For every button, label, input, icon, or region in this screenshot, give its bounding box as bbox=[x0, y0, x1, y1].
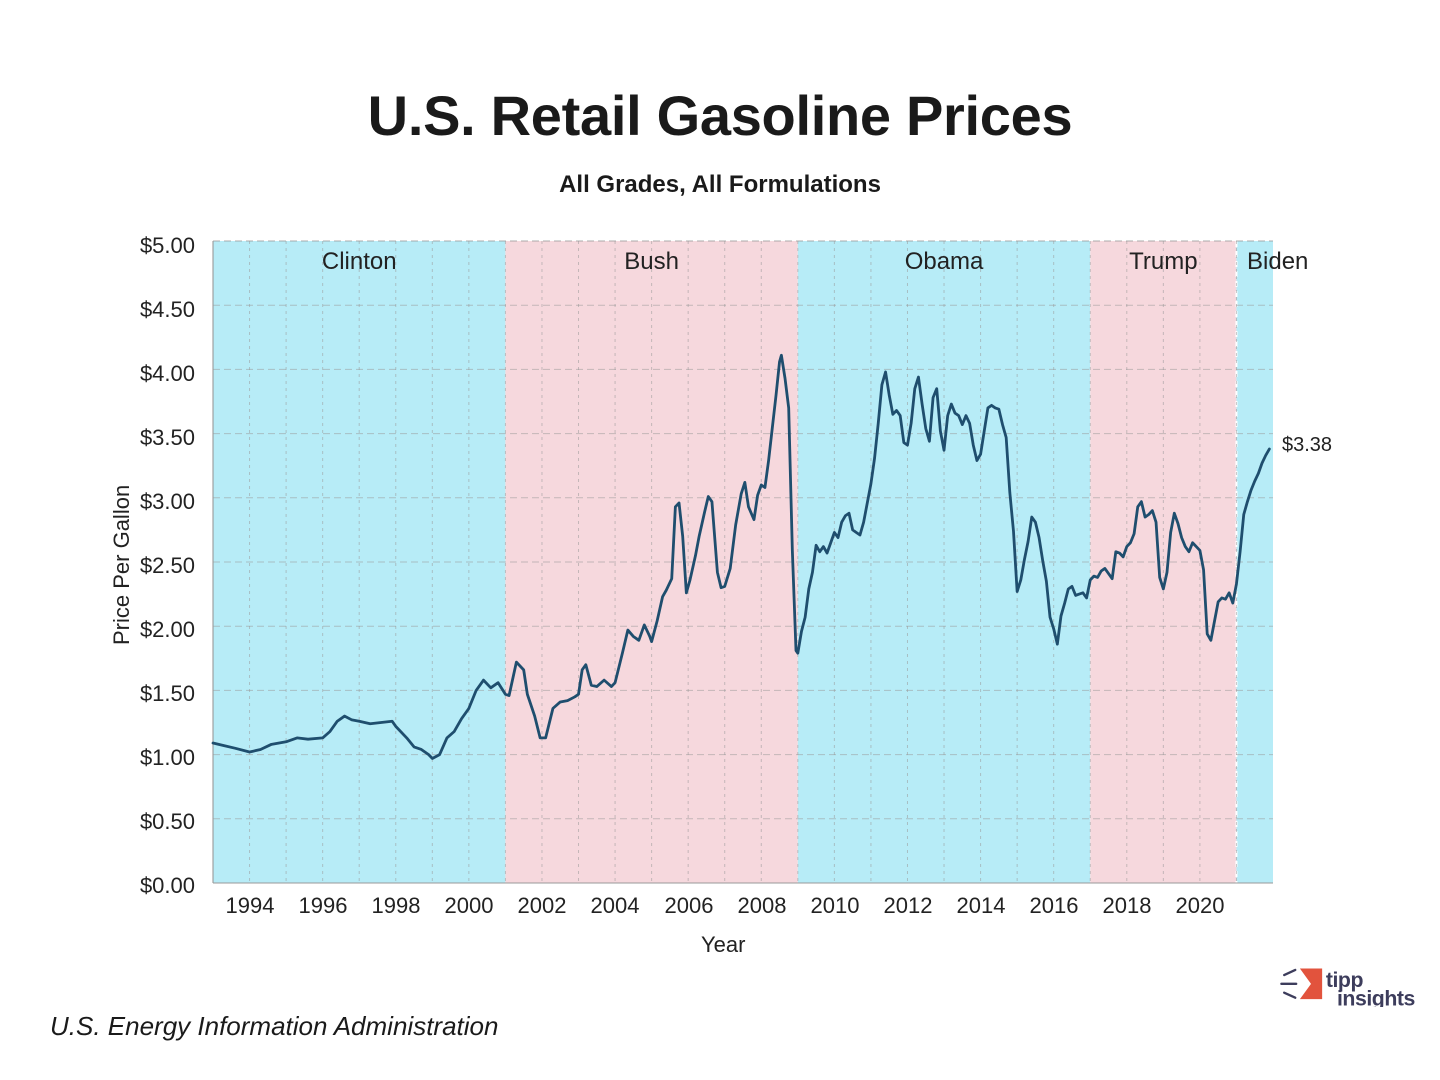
svg-text:insights: insights bbox=[1337, 987, 1415, 1007]
